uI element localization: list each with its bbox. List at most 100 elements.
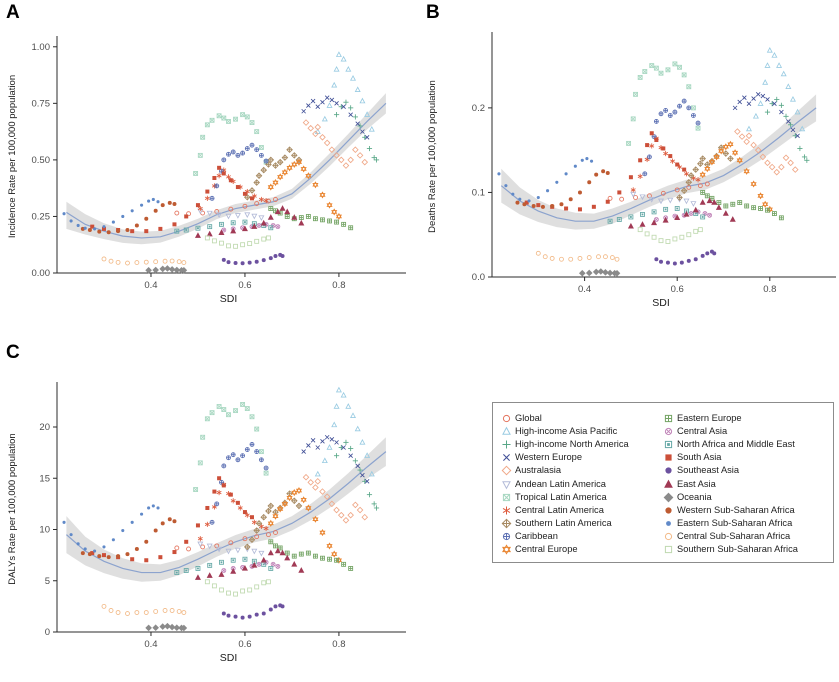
series-central-europe bbox=[267, 487, 342, 564]
series-oceania bbox=[145, 265, 188, 274]
series-high-income-asia-pacific bbox=[314, 51, 375, 134]
circle-open-legend-marker-icon bbox=[502, 414, 511, 423]
legend-item: Global bbox=[501, 412, 663, 425]
legend-item: High-income Asia Pacific bbox=[501, 425, 663, 438]
legend-item-label: Eastern Sub-Saharan Africa bbox=[677, 517, 793, 528]
series-andean-latin-america bbox=[197, 208, 265, 221]
legend-item-label: Global bbox=[515, 413, 542, 424]
svg-text:0.25: 0.25 bbox=[32, 212, 51, 223]
series-central-asia bbox=[653, 209, 713, 222]
series-caribbean bbox=[209, 442, 269, 525]
legend-item: Central Asia bbox=[663, 425, 827, 438]
legend-item: Western Europe bbox=[501, 451, 663, 464]
legend-item: Southeast Asia bbox=[663, 464, 827, 477]
series-western-sub-saharan-africa bbox=[80, 200, 177, 235]
svg-text:1.00: 1.00 bbox=[32, 42, 51, 53]
series-eastern-sub-saharan-africa bbox=[62, 504, 160, 553]
legend-item-label: North Africa and Middle East bbox=[677, 439, 795, 450]
svg-text:0.4: 0.4 bbox=[578, 284, 591, 295]
series-central-europe bbox=[267, 158, 342, 220]
svg-text:0.4: 0.4 bbox=[144, 280, 157, 291]
panel-c-chart: 0 5 10 15 20 0.4 0.6 0.8 SDI DALYs Rate per 100,0… bbox=[7, 382, 406, 664]
circle-x-legend-marker-icon bbox=[664, 428, 673, 436]
legend-item: Andean Latin America bbox=[501, 477, 663, 490]
legend-item-label: South Asia bbox=[677, 452, 722, 463]
legend-item-label: Southern Sub-Saharan Africa bbox=[677, 543, 798, 554]
dot-legend-marker-icon bbox=[666, 520, 671, 526]
legend-item: Oceania bbox=[663, 491, 827, 504]
svg-text:5: 5 bbox=[45, 576, 50, 587]
series-southeast-asia bbox=[221, 603, 285, 620]
svg-text:15: 15 bbox=[39, 473, 50, 484]
series-central-latin-america bbox=[197, 481, 269, 542]
svg-text:SDI: SDI bbox=[652, 297, 670, 309]
legend-item: Eastern Sub-Saharan Africa bbox=[663, 517, 827, 530]
diamond-filled-legend-marker-icon bbox=[663, 492, 674, 503]
legend-item-label: Australasia bbox=[515, 465, 561, 476]
legend-item-label: Southern Latin America bbox=[515, 517, 612, 528]
legend-item: Southern Latin America bbox=[501, 517, 663, 530]
svg-text:Deaths Rate per 100,000 popula: Deaths Rate per 100,000 population bbox=[427, 80, 438, 233]
circle-open-legend-marker-icon bbox=[664, 532, 673, 540]
legend-item: Caribbean bbox=[501, 530, 663, 543]
panel-b-label: B bbox=[426, 2, 440, 23]
square-dot-legend-marker-icon bbox=[664, 441, 673, 449]
x-legend-marker-icon bbox=[503, 454, 510, 462]
series-south-asia bbox=[90, 476, 254, 563]
circle-plus-legend-marker-icon bbox=[502, 532, 511, 540]
series-high-income-asia-pacific bbox=[745, 46, 806, 132]
svg-text:SDI: SDI bbox=[220, 293, 238, 305]
legend-item: South Asia bbox=[663, 451, 827, 464]
legend-item: Southern Sub-Saharan Africa bbox=[663, 543, 827, 556]
legend-item-label: East Asia bbox=[677, 478, 716, 489]
series-tropical-latin-america bbox=[193, 112, 269, 176]
svg-text:0.00: 0.00 bbox=[32, 268, 51, 279]
svg-text:0.8: 0.8 bbox=[332, 280, 345, 291]
circle-filled-legend-marker-icon bbox=[665, 507, 672, 514]
svg-text:20: 20 bbox=[39, 422, 50, 433]
square-filled-legend-marker-icon bbox=[665, 454, 672, 461]
legend-column-1: Global High-income Asia Pacific High-incom… bbox=[501, 412, 663, 556]
legend-item-label: Caribbean bbox=[515, 530, 558, 541]
panel-a-label: A bbox=[6, 2, 20, 23]
legend-item: Australasia bbox=[501, 464, 663, 477]
legend-item-label: Central Asia bbox=[677, 426, 728, 437]
asterisk-legend-marker-icon bbox=[502, 506, 511, 515]
region-legend: Global High-income Asia Pacific High-incom… bbox=[492, 402, 834, 563]
legend-item: East Asia bbox=[663, 477, 827, 490]
svg-text:DALYs Rate per 100,000 populat: DALYs Rate per 100,000 population bbox=[7, 433, 18, 584]
series-caribbean bbox=[642, 98, 701, 177]
series-east-asia bbox=[194, 547, 305, 580]
legend-item-label: Southeast Asia bbox=[677, 465, 740, 476]
series-oceania bbox=[578, 268, 621, 277]
series-andean-latin-america bbox=[197, 541, 265, 557]
legend-item-label: High-income North America bbox=[515, 439, 629, 450]
triangle-down-open-legend-marker-icon bbox=[502, 480, 511, 489]
square-plus-legend-marker-icon bbox=[664, 414, 673, 423]
series-central-sub-saharan-africa bbox=[101, 256, 187, 266]
series-southern-sub-saharan-africa bbox=[204, 579, 271, 597]
series-north-africa-and-middle-east bbox=[607, 206, 706, 224]
diamond-open-legend-marker-icon bbox=[501, 466, 512, 476]
svg-text:0: 0 bbox=[45, 627, 50, 638]
series-central-sub-saharan-africa bbox=[101, 603, 187, 616]
legend-item: Tropical Latin America bbox=[501, 491, 663, 504]
legend-item: Eastern Europe bbox=[663, 412, 827, 425]
series-high-income-north-america bbox=[333, 99, 380, 163]
legend-item: High-income North America bbox=[501, 438, 663, 451]
series-east-asia bbox=[194, 205, 305, 238]
svg-text:0.1: 0.1 bbox=[472, 188, 485, 199]
square-open-legend-marker-icon bbox=[664, 545, 673, 554]
panel-b: 0.0 0.1 0.2 0.4 0.6 0.8 SDI Deaths Rate per 100… bbox=[420, 0, 839, 330]
legend-item: North Africa and Middle East bbox=[663, 438, 827, 451]
legend-item: Western Sub-Saharan Africa bbox=[663, 504, 827, 517]
series-western-sub-saharan-africa bbox=[515, 169, 610, 209]
svg-text:0.4: 0.4 bbox=[144, 639, 157, 650]
series-eastern-europe bbox=[268, 206, 354, 231]
legend-item-label: Oceania bbox=[677, 491, 712, 502]
legend-item-label: High-income Asia Pacific bbox=[515, 426, 618, 437]
panel-a: 0.00 0.25 0.50 0.75 1.00 0.4 0.6 0.8 SDI Incidenc… bbox=[0, 0, 420, 330]
series-southeast-asia bbox=[654, 249, 717, 266]
svg-text:0.8: 0.8 bbox=[763, 284, 776, 295]
